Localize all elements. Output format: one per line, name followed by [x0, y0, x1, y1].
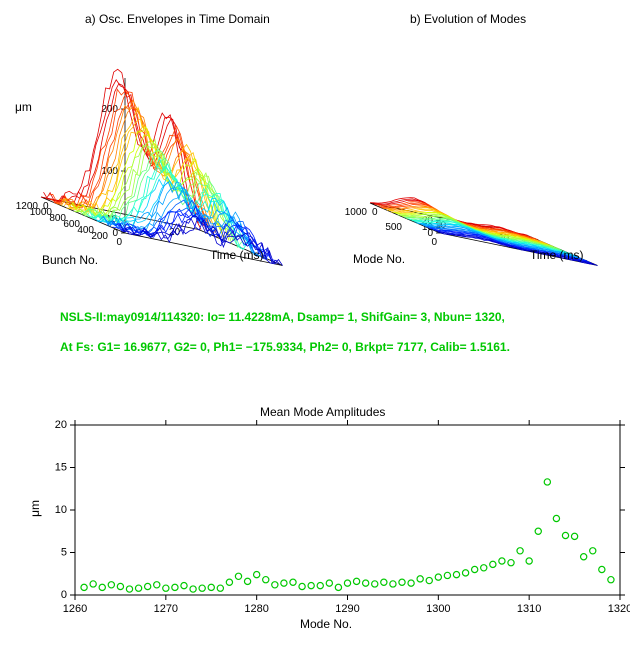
panel-a-ylabel: Time (ms) [210, 248, 264, 262]
panel-b-3d-chart: 010200500100001020 [325, 25, 635, 275]
svg-text:1270: 1270 [154, 603, 178, 615]
svg-text:10: 10 [55, 504, 67, 516]
svg-text:0: 0 [61, 589, 67, 601]
svg-text:0: 0 [431, 237, 437, 248]
svg-text:20: 20 [55, 420, 67, 431]
panel-b-title: b) Evolution of Modes [410, 12, 526, 26]
svg-text:1300: 1300 [426, 603, 450, 615]
panel-b-xlabel: Mode No. [353, 252, 405, 266]
panel-a-xlabel: Bunch No. [42, 253, 98, 267]
info-line-1: NSLS-II:may0914/114320: Io= 11.4228mA, D… [60, 310, 505, 324]
svg-text:1000: 1000 [345, 207, 368, 218]
info-line-2: At Fs: G1= 16.9677, G2= 0, Ph1= −175.933… [60, 340, 510, 354]
svg-text:200: 200 [101, 104, 118, 115]
bottom-xlabel: Mode No. [300, 617, 352, 631]
svg-text:5: 5 [61, 547, 67, 559]
svg-text:1320: 1320 [608, 603, 630, 615]
svg-text:0: 0 [43, 201, 49, 212]
svg-text:1280: 1280 [244, 603, 268, 615]
svg-text:0: 0 [116, 237, 122, 248]
svg-text:1200: 1200 [16, 201, 39, 212]
panel-a-3d-chart: 010020002004006008001000120001020 [10, 25, 320, 275]
svg-text:1290: 1290 [335, 603, 359, 615]
panel-b-ylabel: Time (ms) [530, 248, 584, 262]
svg-text:1310: 1310 [517, 603, 541, 615]
svg-text:1260: 1260 [63, 603, 87, 615]
svg-text:500: 500 [385, 222, 402, 233]
bottom-ylabel: μm [28, 500, 42, 517]
svg-text:15: 15 [55, 462, 67, 474]
panel-a-title: a) Osc. Envelopes in Time Domain [85, 12, 270, 26]
svg-text:0: 0 [372, 207, 378, 218]
bottom-scatter-chart: 0 5 10 15 20 1260 1270 1280 1290 1300 1310 1320 [40, 420, 630, 630]
bottom-chart-title: Mean Mode Amplitudes [260, 405, 385, 419]
panel-a-zlabel: μm [15, 100, 32, 114]
